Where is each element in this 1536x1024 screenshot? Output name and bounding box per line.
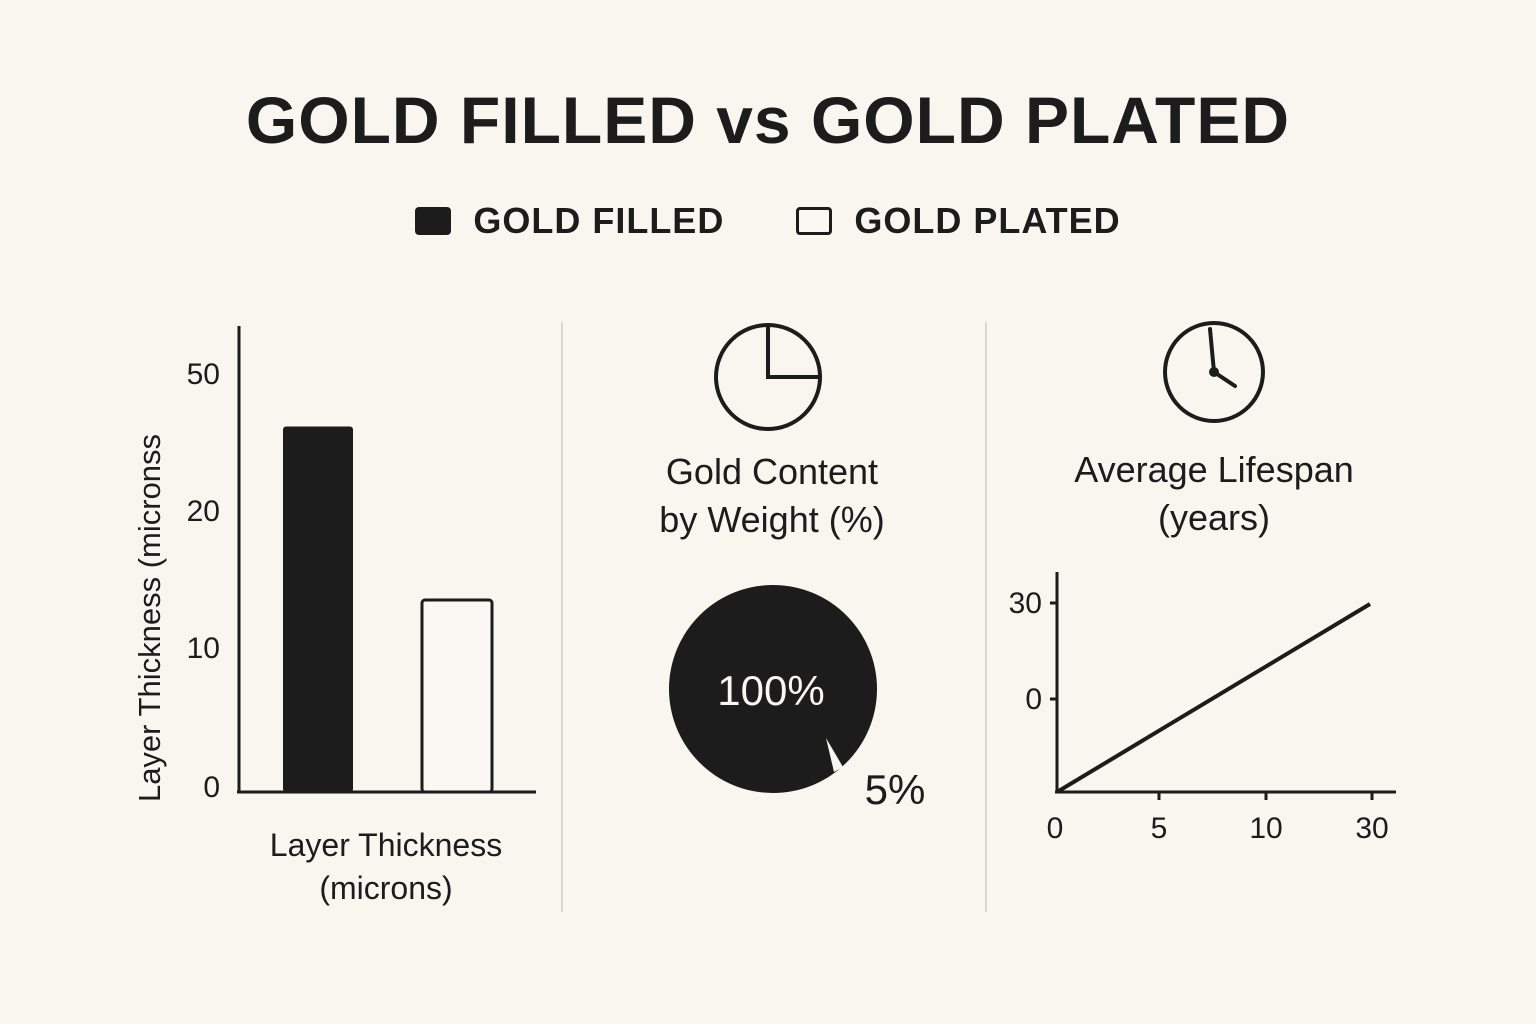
bar-chart: 50 20 10 0 Layer Thickness (micronss Lay… [132,326,536,906]
line-y-tick-30: 30 [1009,587,1042,620]
legend-swatch-filled [415,207,452,235]
clock-icon [1163,321,1265,423]
legend: GOLD FILLED GOLD PLATED [0,200,1536,242]
line-chart: 30 0 0 5 10 30 [1009,572,1396,845]
line-title-line2: (years) [1158,497,1270,538]
pie-title-line1: Gold Content [666,451,878,492]
pie-chart-icon [714,323,822,431]
bar-x-axis-label-line2: (microns) [319,870,452,906]
bar-y-tick-50: 50 [187,358,220,391]
panel-divider-left [561,322,563,912]
bar-y-tick-10: 10 [187,632,220,665]
bar-y-tick-20: 20 [187,495,220,528]
page-title: GOLD FILLED vs GOLD PLATED [245,83,1291,157]
line-title-line1: Average Lifespan [1074,449,1354,490]
bar-y-axis-label: Layer Thickness (micronss [132,434,167,802]
pie-label-100: 100% [717,667,824,714]
pie-label-5: 5% [865,766,926,813]
bar-x-axis-label-line1: Layer Thickness [270,827,502,863]
bar-y-tick-0: 0 [203,771,220,804]
pie-chart: 100% 5% [669,585,925,813]
legend-item-gold-filled: GOLD FILLED [415,200,724,242]
pie-slice-5 [826,738,843,772]
line-x-tick-5: 5 [1151,812,1168,845]
line-x-tick-0: 0 [1047,812,1064,845]
panel-divider-right [985,322,987,912]
pie-title-line2: by Weight (%) [659,499,884,540]
legend-swatch-plated [796,207,833,235]
line-x-tick-30: 30 [1355,812,1388,845]
line-x-tick-10: 10 [1249,812,1282,845]
bar-gold-filled [283,426,353,792]
legend-label-gold-plated: GOLD PLATED [854,200,1121,241]
legend-label-gold-filled: GOLD FILLED [473,200,725,241]
bar-gold-plated [420,598,494,794]
pie-slice-100 [669,585,877,793]
line-series-lifespan [1055,602,1372,794]
legend-item-gold-plated: GOLD PLATED [796,200,1120,242]
line-y-tick-0: 0 [1025,683,1042,716]
